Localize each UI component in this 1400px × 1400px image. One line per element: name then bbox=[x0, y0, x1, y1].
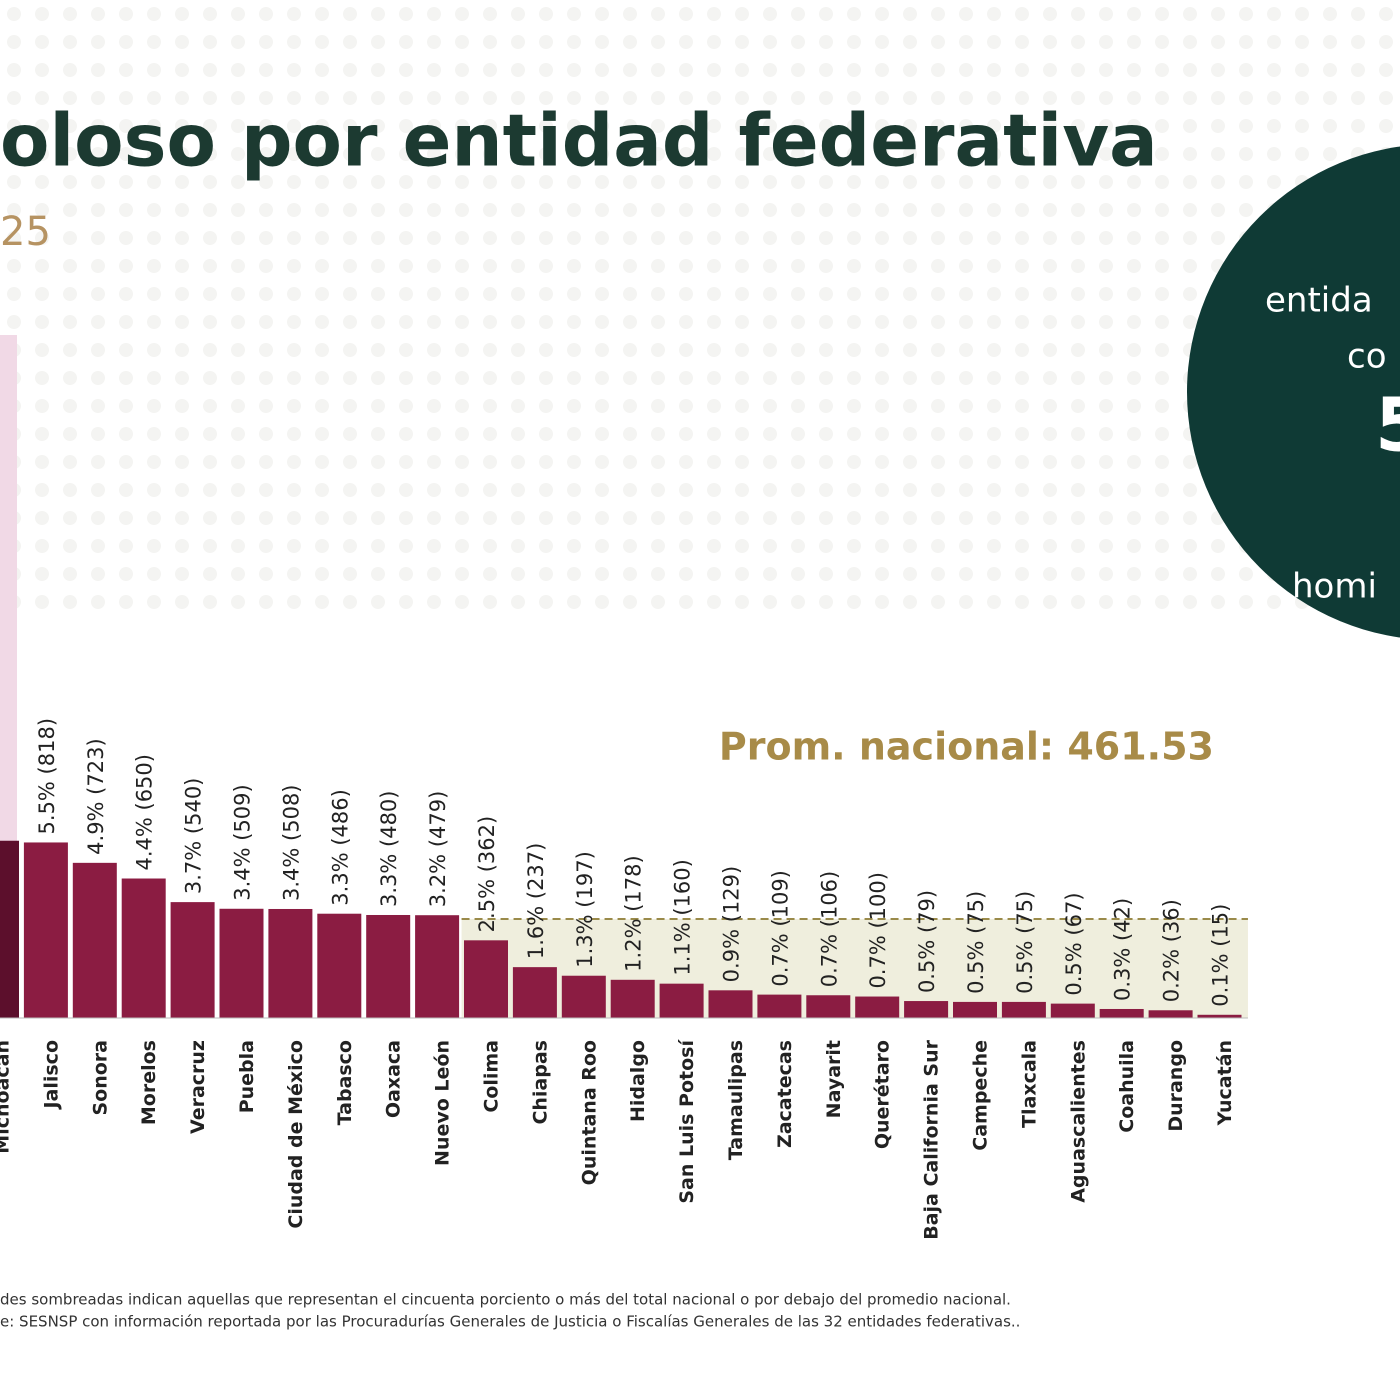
bar bbox=[464, 940, 508, 1018]
background-pattern bbox=[0, 0, 1400, 620]
bar bbox=[121, 878, 166, 1018]
x-tick-label: Aguascalientes bbox=[1067, 1040, 1089, 1203]
bar bbox=[757, 994, 802, 1018]
footnote: des sombreadas indican aquellas que repr… bbox=[0, 1291, 1011, 1309]
bar bbox=[610, 979, 655, 1018]
bar bbox=[268, 908, 313, 1018]
x-tick-label: Ciudad de México bbox=[285, 1040, 307, 1229]
bar bbox=[855, 996, 900, 1018]
value-label: 3.4% (508) bbox=[279, 784, 303, 901]
bar bbox=[561, 975, 606, 1018]
value-label: 1.1% (160) bbox=[671, 859, 695, 976]
x-tick-label: Tlaxcala bbox=[1018, 1040, 1040, 1128]
bar bbox=[659, 983, 704, 1018]
x-tick-label: Hidalgo bbox=[627, 1040, 649, 1122]
x-tick-label: Morelos bbox=[138, 1040, 160, 1125]
x-tick-label: Querétaro bbox=[872, 1040, 894, 1149]
value-label: 0.5% (75) bbox=[964, 891, 988, 994]
bar bbox=[1099, 1008, 1144, 1018]
bar bbox=[219, 908, 264, 1018]
average-label: Prom. nacional: 461.53 bbox=[719, 725, 1214, 769]
x-tick-label: Chiapas bbox=[529, 1040, 551, 1125]
value-label: 0.5% (75) bbox=[1013, 891, 1037, 994]
value-label: 3.2% (479) bbox=[426, 791, 450, 907]
value-label: 4.4% (650) bbox=[133, 754, 157, 871]
callout-text: co bbox=[1347, 337, 1387, 377]
bar bbox=[366, 914, 411, 1018]
value-label: 3.3% (486) bbox=[328, 789, 352, 906]
callout-number: 5 bbox=[1375, 383, 1400, 469]
x-tick-label: Nayarit bbox=[823, 1040, 845, 1118]
x-tick-label: Durango bbox=[1165, 1040, 1187, 1132]
x-tick-label: Jalisco bbox=[40, 1040, 62, 1111]
value-label: 3.3% (480) bbox=[377, 790, 401, 907]
bar bbox=[170, 902, 215, 1018]
value-label: 3.4% (509) bbox=[231, 784, 255, 901]
x-tick-label: Colima bbox=[481, 1040, 503, 1113]
x-tick-label: Quintana Roo bbox=[578, 1040, 600, 1185]
bar bbox=[72, 862, 117, 1018]
x-tick-label: Sonora bbox=[89, 1040, 111, 1116]
bar bbox=[1050, 1003, 1095, 1018]
x-tick-label: Campeche bbox=[970, 1040, 992, 1151]
x-tick-label: Tamaulipas bbox=[725, 1040, 747, 1160]
value-label: 3.7% (540) bbox=[182, 778, 206, 895]
bar bbox=[23, 842, 68, 1018]
x-tick-label: Nuevo León bbox=[432, 1040, 454, 1166]
callout-text: entida bbox=[1265, 281, 1373, 321]
bar bbox=[512, 967, 557, 1018]
value-label: 0.1% (15) bbox=[1209, 904, 1233, 1007]
value-label: 0.3% (42) bbox=[1111, 898, 1135, 1001]
bar bbox=[708, 990, 753, 1018]
x-tick-label: Baja California Sur bbox=[921, 1039, 943, 1239]
value-label: 4.9% (723) bbox=[84, 738, 108, 855]
value-label: 1.3% (197) bbox=[573, 851, 597, 968]
bar bbox=[1001, 1001, 1046, 1018]
bar bbox=[953, 1001, 997, 1018]
value-label: 1.2% (178) bbox=[622, 855, 646, 972]
x-tick-label: Tabasco bbox=[334, 1040, 356, 1125]
chart-subtitle: 25 bbox=[0, 209, 51, 255]
bar bbox=[904, 1001, 949, 1018]
x-tick-label: Zacatecas bbox=[774, 1040, 796, 1148]
footnote: e: SESNSP con información reportada por … bbox=[0, 1313, 1020, 1331]
value-label: 2.5% (362) bbox=[475, 816, 499, 933]
value-label: 0.7% (106) bbox=[817, 871, 841, 988]
value-label: 0.7% (100) bbox=[866, 872, 890, 989]
bar bbox=[1148, 1010, 1193, 1018]
bar bbox=[806, 995, 851, 1018]
x-tick-label: Veracruz bbox=[187, 1040, 209, 1134]
callout-circle bbox=[1187, 146, 1400, 638]
x-tick-label: Michoacán bbox=[0, 1040, 14, 1154]
bar bbox=[317, 913, 362, 1018]
value-label: 0.7% (109) bbox=[768, 870, 792, 987]
value-label: 1.6% (237) bbox=[524, 843, 548, 960]
x-tick-label: Puebla bbox=[236, 1040, 258, 1113]
x-tick-label: San Luis Potosí bbox=[676, 1039, 698, 1204]
bar bbox=[1197, 1014, 1242, 1018]
value-label: 0.9% (129) bbox=[720, 866, 744, 983]
x-tick-label: Coahuila bbox=[1116, 1040, 1138, 1133]
bar bbox=[0, 840, 19, 1018]
value-label: 0.5% (67) bbox=[1062, 892, 1086, 995]
chart-title: oloso por entidad federativa bbox=[0, 99, 1158, 183]
x-tick-label: Yucatán bbox=[1214, 1040, 1236, 1126]
bar bbox=[415, 915, 460, 1018]
x-tick-label: Oaxaca bbox=[383, 1040, 405, 1118]
value-label: 0.5% (79) bbox=[915, 890, 939, 993]
value-label: 0.2% (36) bbox=[1160, 899, 1184, 1002]
value-label: 5.5% (818) bbox=[35, 718, 59, 835]
callout-text: homi bbox=[1292, 567, 1377, 607]
plot: Prom. nacional: 461.53 Michoacán Jalisco 5.… bbox=[0, 335, 1248, 1240]
